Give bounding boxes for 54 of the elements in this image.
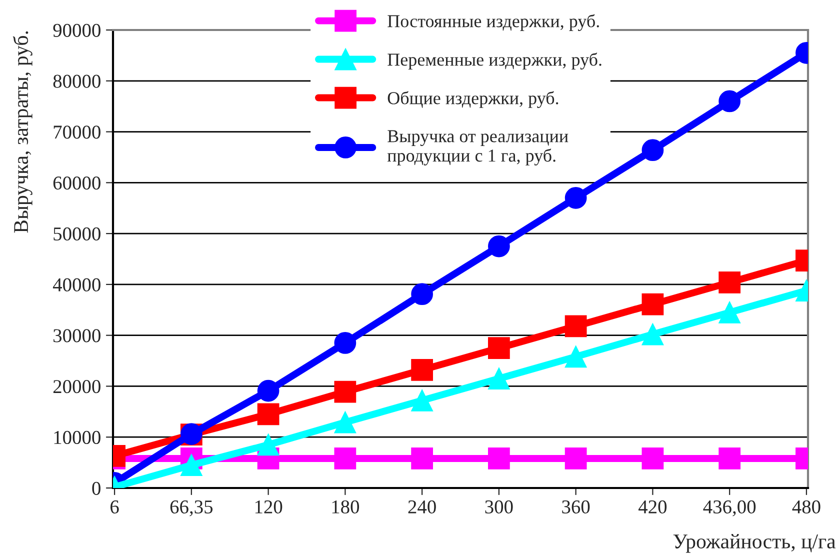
point (564, 448, 587, 470)
y-axis-title: Выручка, затраты, руб. (12, 31, 32, 233)
point (180, 454, 202, 476)
point (411, 359, 433, 381)
y-tick-label: 50000 (54, 227, 100, 240)
x-tick-label: 66,35 (170, 500, 213, 516)
x-tick-label: 180 (332, 500, 360, 514)
legend-label: Общие издержки, руб. (388, 91, 558, 108)
point (488, 448, 510, 470)
x-axis-title: Урожайность, ц/га (673, 534, 836, 553)
x-tick-label: 480 (792, 500, 820, 514)
point (642, 139, 664, 162)
point (257, 403, 280, 426)
y-tick-label: 60000 (53, 176, 100, 190)
legend-label: Переменные издержки, руб. (388, 52, 602, 70)
point (334, 380, 356, 403)
point (334, 332, 356, 354)
point (488, 235, 510, 258)
point (257, 380, 280, 402)
point (411, 448, 433, 470)
point (334, 411, 356, 434)
y-tick-label: 30000 (54, 329, 100, 342)
point (411, 390, 433, 412)
y-tick-label: 0 (92, 482, 100, 495)
point (257, 434, 280, 456)
point (642, 323, 664, 346)
point (488, 337, 510, 359)
x-tick-label: 240 (408, 500, 436, 514)
y-tick-label: 90000 (53, 24, 100, 37)
point (411, 283, 433, 306)
x-tick-label: 120 (255, 500, 282, 514)
point (334, 448, 356, 470)
point (564, 186, 587, 209)
point (718, 448, 741, 470)
legend-label: Выручка от реализации продукции с 1 га, руб. (387, 130, 568, 166)
point (488, 368, 510, 390)
legend-label: Постоянные издержки, руб. (388, 14, 599, 32)
y-tick-label: 10000 (54, 430, 100, 444)
y-tick-label: 80000 (53, 74, 100, 88)
x-tick-label: 6 (110, 500, 119, 514)
point (642, 293, 664, 316)
point (564, 346, 587, 368)
x-tick-label: 300 (485, 500, 513, 514)
y-tick-label: 40000 (52, 278, 100, 292)
point (564, 315, 587, 338)
point (718, 301, 741, 324)
x-tick-label: 420 (638, 500, 667, 514)
point (642, 448, 664, 470)
x-tick-label: 436,00 (703, 500, 756, 516)
x-tick-label: 360 (562, 500, 590, 514)
y-tick-label: 70000 (54, 126, 100, 139)
point (718, 90, 741, 112)
point (718, 271, 741, 294)
y-tick-label: 20000 (53, 380, 100, 394)
